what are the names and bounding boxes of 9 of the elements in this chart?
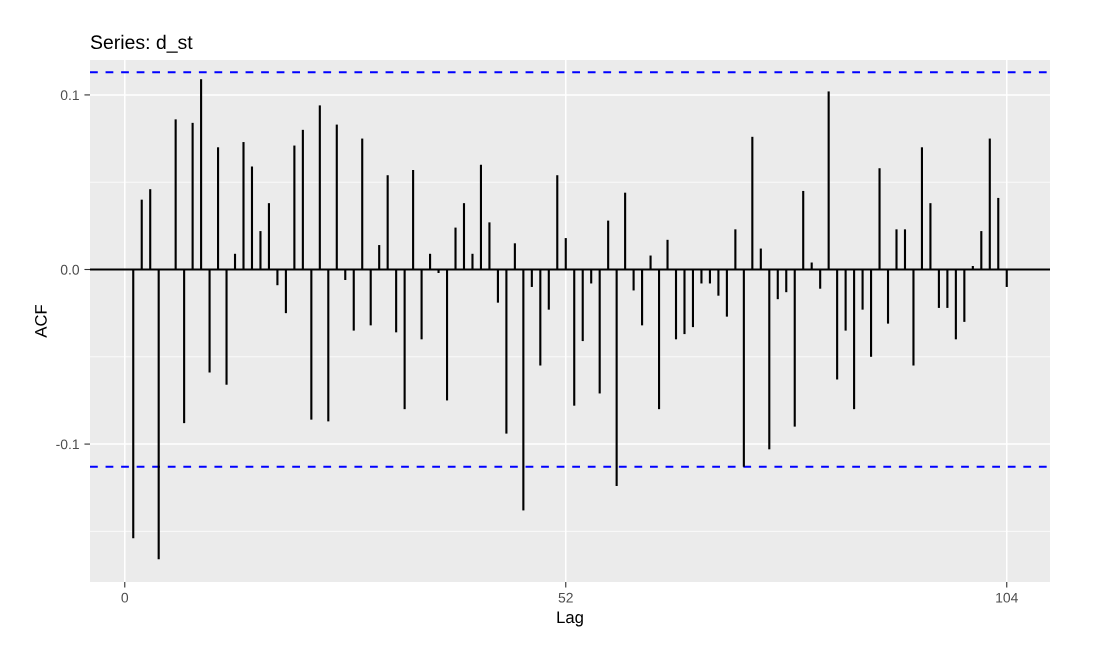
- x-tick-label: 0: [121, 592, 129, 603]
- x-tick-label: 104: [996, 592, 1018, 603]
- y-tick-label: 0.1: [60, 90, 79, 101]
- x-tick-label: 52: [558, 592, 573, 603]
- x-axis-title: Lag: [557, 611, 583, 627]
- y-tick-label: -0.1: [56, 439, 79, 450]
- y-axis-title: ACF: [35, 305, 47, 338]
- y-tick-label: 0.0: [60, 264, 80, 275]
- chart-title: Series: d_st: [90, 34, 193, 53]
